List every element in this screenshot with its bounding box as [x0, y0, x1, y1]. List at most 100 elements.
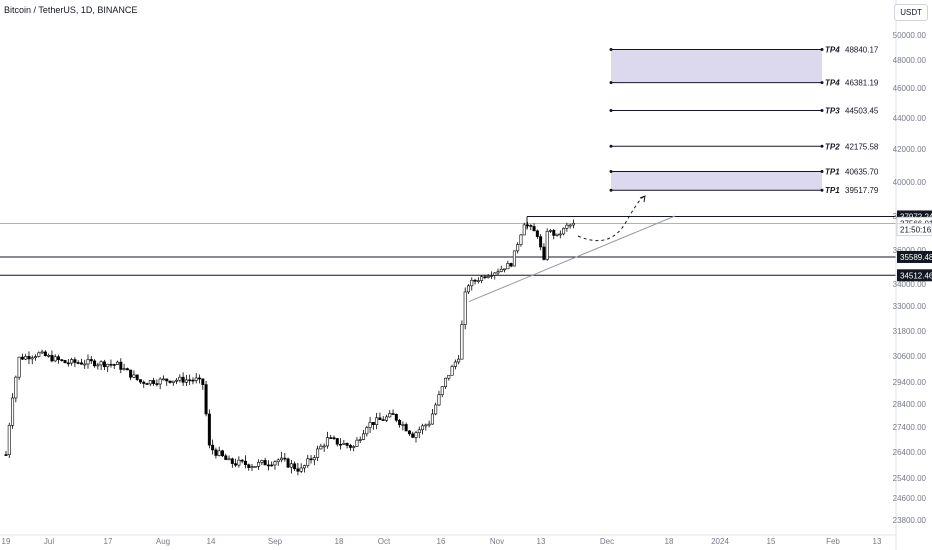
x-tick-label: 18	[665, 537, 674, 546]
candle-body	[158, 378, 162, 385]
candle	[421, 423, 425, 435]
candle-body	[76, 362, 80, 364]
candle	[325, 431, 329, 449]
candle-body	[43, 351, 47, 357]
candle-body	[542, 246, 546, 260]
candle	[470, 277, 474, 291]
chart-title: Bitcoin / TetherUS, 1D, BINANCE	[4, 5, 138, 15]
target-zone	[611, 49, 822, 83]
candle	[109, 359, 113, 368]
candle-body	[181, 376, 185, 383]
candle-body	[240, 459, 244, 462]
candle	[280, 451, 284, 463]
candle-body	[509, 263, 513, 267]
y-tick-label: 31800.00	[893, 327, 927, 336]
candle	[214, 447, 218, 459]
candle-body	[60, 359, 64, 361]
candle	[129, 369, 133, 381]
candle-body	[198, 377, 202, 380]
candle	[332, 435, 336, 441]
candle-body	[404, 424, 408, 432]
candle	[299, 463, 303, 474]
x-tick-label: Aug	[156, 537, 170, 546]
candle-body	[214, 449, 218, 456]
candle	[257, 459, 261, 470]
y-tick-label: 30600.00	[893, 352, 927, 361]
target-dot	[820, 108, 824, 112]
candle-body	[421, 425, 425, 431]
candle	[368, 416, 372, 434]
candle	[476, 277, 480, 284]
candle	[286, 457, 290, 469]
candle-body	[362, 433, 366, 440]
candle	[145, 382, 149, 385]
candle	[535, 229, 539, 239]
y-tick-label: 36000.00	[893, 246, 927, 255]
candle	[27, 351, 31, 365]
candle	[401, 421, 405, 431]
candle	[181, 372, 185, 386]
candle	[17, 356, 21, 380]
candle	[453, 359, 457, 370]
candle-body	[207, 413, 211, 446]
candle-body	[63, 360, 67, 364]
candle-body	[211, 444, 215, 451]
candle	[24, 353, 28, 361]
x-axis: 19 Jul 17 Aug 14 Sep 18 Oct 16 Nov 13 Dec 18 2024 15 Fe…	[0, 534, 896, 546]
candle-body	[152, 380, 156, 384]
candle	[89, 355, 93, 364]
candle-body	[175, 379, 179, 382]
candle	[142, 380, 146, 388]
candle	[404, 422, 408, 432]
candle-body	[473, 279, 477, 282]
candle	[555, 233, 559, 237]
candle	[417, 426, 421, 439]
x-tick-label: Oct	[378, 537, 391, 546]
candle	[447, 374, 451, 381]
candle-body	[96, 364, 100, 367]
candle	[184, 374, 188, 387]
candle	[407, 429, 411, 436]
candle-body	[506, 263, 510, 270]
candle-body	[247, 464, 251, 468]
candle-body	[322, 445, 326, 448]
candle-body	[358, 439, 362, 441]
candle-body	[171, 380, 175, 383]
candle-body	[116, 361, 120, 365]
currency-badge[interactable]: USDT	[894, 4, 928, 21]
x-tick-label: 13	[873, 537, 882, 546]
target-price: 39517.79	[845, 186, 879, 195]
candle	[165, 378, 169, 386]
candle-body	[463, 291, 467, 325]
y-tick-label: 50000.00	[893, 31, 927, 40]
x-tick-label: 19	[2, 537, 11, 546]
candle	[204, 381, 208, 417]
candle-body	[227, 458, 231, 461]
candle	[293, 461, 297, 471]
candle	[56, 354, 60, 364]
candle	[424, 423, 428, 431]
candle-body	[11, 397, 15, 426]
candle-body	[568, 224, 572, 227]
candle	[243, 455, 247, 469]
candle-body	[378, 417, 382, 420]
candle-body	[40, 351, 44, 354]
candle-body	[325, 437, 329, 447]
candle-body	[512, 250, 516, 267]
candle	[496, 268, 500, 276]
y-tick-label: 25400.00	[893, 474, 927, 483]
candle	[539, 234, 543, 251]
candle-body	[430, 413, 434, 425]
candle	[522, 222, 526, 236]
candle-body	[86, 359, 90, 365]
candle	[329, 434, 333, 439]
candle-body	[270, 464, 274, 467]
candle	[319, 443, 323, 450]
price-label-text: 21:50:16	[900, 226, 932, 235]
candle-body	[555, 233, 559, 236]
candle	[378, 412, 382, 420]
candle-body	[444, 377, 448, 387]
candle	[503, 268, 507, 273]
candle	[171, 380, 175, 386]
